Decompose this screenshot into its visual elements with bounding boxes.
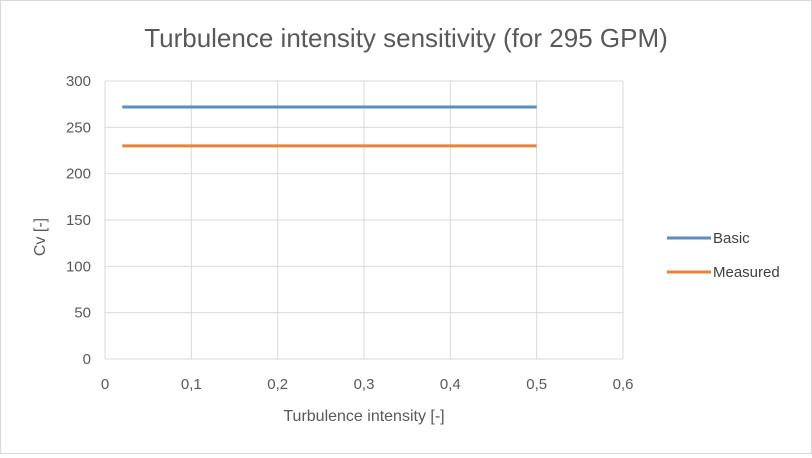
x-tick-label: 0 [101,376,109,393]
x-axis-title: Turbulence intensity [-] [283,408,444,425]
y-tick-label: 300 [66,73,91,90]
y-tick-label: 50 [74,305,91,322]
legend: Basic Measured [667,230,780,281]
y-tick-label: 250 [66,119,91,136]
y-tick-label: 200 [66,166,91,183]
series-lines [122,105,537,148]
y-axis-title: Cv [-] [32,218,49,256]
y-tick-label: 0 [83,351,91,368]
x-tick-label: 0,1 [181,376,202,393]
legend-label-basic: Basic [713,230,750,247]
gridlines [104,80,624,360]
x-tick-label: 0,3 [354,376,375,393]
x-tick-label: 0,6 [613,376,634,393]
x-tick-label: 0,4 [440,376,461,393]
x-axis-ticks: 0 0,1 0,2 0,3 0,4 0,5 0,6 [101,376,634,393]
legend-label-measured: Measured [713,264,780,281]
y-tick-label: 150 [66,212,91,229]
x-tick-label: 0,5 [526,376,547,393]
y-axis-ticks: 0 50 100 150 200 250 300 [66,73,91,368]
x-tick-label: 0,2 [267,376,288,393]
chart-title: Turbulence intensity sensitivity (for 29… [144,23,668,53]
y-tick-label: 100 [66,258,91,275]
